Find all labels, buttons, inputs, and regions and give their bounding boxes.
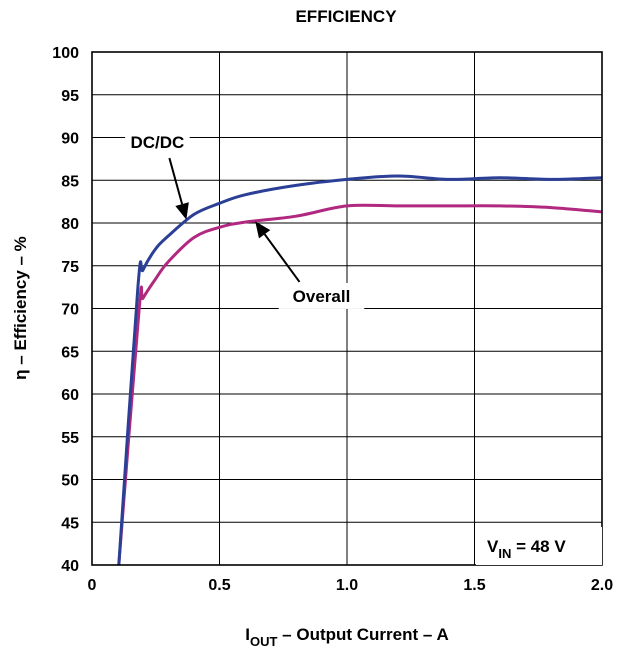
y-tick-label: 55 [61, 430, 79, 447]
series-lines [117, 174, 603, 566]
y-tick-label: 45 [61, 515, 79, 532]
y-tick-label: 60 [61, 387, 79, 404]
x-axis-label: IOUT – Output Current – A [245, 625, 448, 649]
y-tick-label: 65 [61, 344, 79, 361]
y-tick-label: 50 [61, 473, 79, 490]
annotation-arrow-dc-dc [168, 157, 184, 205]
annotation-bg-overall [278, 282, 365, 309]
annotation-label-overall: Overall [293, 287, 351, 306]
annotation-arrowhead-dc-dc [175, 202, 189, 220]
x-axis-label-subscript: OUT [250, 634, 278, 649]
chart-title: EFFICIENCY [295, 7, 397, 26]
series-line-dc-dc [117, 174, 603, 566]
series-line-overall [117, 203, 603, 566]
condition-label: VIN = 48 V [487, 537, 566, 561]
x-axis-label-symbol: I [245, 625, 250, 644]
x-axis-label-text: – Output Current – A [277, 625, 448, 644]
y-tick-label: 85 [61, 173, 79, 190]
x-tick-label: 2.0 [591, 577, 613, 594]
y-axis-label: η – Efficiency – % [11, 236, 30, 380]
annotation-label-dc-dc: DC/DC [130, 133, 184, 152]
annotation-bg-dc-dc [125, 129, 190, 156]
y-tick-label: 70 [61, 302, 79, 319]
annotation-arrow-overall [263, 233, 301, 283]
condition-label-symbol: V [487, 537, 499, 556]
y-tick-label: 40 [61, 558, 79, 575]
y-tick-label: 75 [61, 259, 79, 276]
y-tick-label: 80 [61, 216, 79, 233]
annotation-arrowhead-overall [255, 221, 271, 239]
x-tick-label: 0 [88, 577, 97, 594]
y-tick-label: 95 [61, 88, 79, 105]
tick-labels: 40 45 50 55 60 65 70 75 80 85 90 95 100 0 0.5 1.0 1.5 2.0 [52, 45, 613, 594]
y-tick-label: 90 [61, 131, 79, 148]
plot-frame [91, 51, 603, 566]
x-tick-label: 0.5 [208, 577, 230, 594]
condition-label-value: = 48 V [511, 537, 566, 556]
x-tick-label: 1.5 [463, 577, 485, 594]
condition-label-bg [476, 527, 602, 565]
x-tick-label: 1.0 [336, 577, 358, 594]
annotations: DC/DC Overall [125, 129, 365, 309]
y-tick-label: 100 [52, 45, 79, 62]
condition-label-subscript: IN [498, 546, 511, 561]
